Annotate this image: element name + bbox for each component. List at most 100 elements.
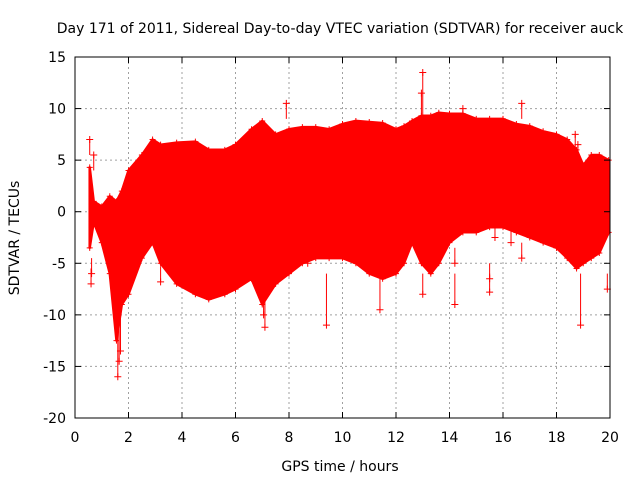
data-point bbox=[272, 280, 279, 287]
data-point bbox=[272, 131, 279, 138]
outlier-point bbox=[277, 270, 285, 278]
data-point bbox=[157, 141, 164, 148]
data-point bbox=[106, 193, 113, 200]
data-point bbox=[553, 131, 560, 138]
data-point bbox=[312, 255, 319, 262]
data-point bbox=[418, 260, 425, 267]
data-point bbox=[312, 124, 319, 131]
outlier-point bbox=[86, 136, 94, 144]
data-point bbox=[596, 249, 603, 256]
outlier-point bbox=[491, 234, 499, 241]
x-tick-label: 0 bbox=[71, 430, 80, 446]
outlier-point bbox=[451, 259, 459, 267]
data-point bbox=[486, 224, 493, 231]
outlier-point bbox=[518, 254, 526, 262]
data-point bbox=[138, 151, 145, 158]
data-point bbox=[232, 141, 239, 148]
x-axis: 0 2 4 6 8 10 12 14 16 18 20 bbox=[71, 57, 619, 446]
data-point bbox=[326, 126, 333, 133]
data-point bbox=[192, 138, 199, 145]
y-tick-label: 15 bbox=[48, 50, 66, 66]
x-tick-label: 4 bbox=[178, 430, 187, 446]
data-point bbox=[435, 109, 442, 116]
data-point bbox=[248, 126, 255, 133]
x-tick-label: 6 bbox=[231, 430, 240, 446]
x-tick-label: 8 bbox=[285, 430, 294, 446]
chart-title: Day 171 of 2011, Sidereal Day-to-day VTE… bbox=[57, 21, 624, 37]
data-point bbox=[500, 115, 506, 122]
data-point bbox=[286, 126, 292, 133]
outlier-point bbox=[486, 288, 494, 296]
data-point bbox=[221, 291, 228, 298]
x-tick-label: 10 bbox=[334, 430, 352, 446]
x-tick-label: 14 bbox=[441, 430, 459, 446]
data-point bbox=[486, 115, 493, 122]
data-point bbox=[553, 244, 560, 251]
data-point bbox=[98, 239, 105, 246]
data-point bbox=[90, 198, 97, 205]
data-point bbox=[113, 337, 120, 344]
y-tick-label: -15 bbox=[43, 359, 66, 375]
x-tick-label: 12 bbox=[387, 430, 405, 446]
data-point bbox=[259, 301, 266, 308]
outlier-point bbox=[518, 99, 526, 107]
outlier-point bbox=[451, 301, 459, 309]
data-point bbox=[232, 286, 239, 293]
data-point bbox=[379, 120, 386, 127]
outlier-point bbox=[261, 323, 269, 331]
outlier-point bbox=[419, 290, 427, 298]
x-tick-label: 20 bbox=[601, 430, 619, 446]
outlier-point bbox=[304, 259, 312, 267]
outlier-point bbox=[322, 321, 330, 329]
data-point bbox=[526, 123, 533, 130]
data-point bbox=[564, 136, 571, 143]
data-point bbox=[248, 275, 255, 282]
outlier-point bbox=[90, 151, 98, 159]
data-point bbox=[221, 146, 228, 153]
x-tick-label: 16 bbox=[494, 430, 512, 446]
data-point bbox=[573, 265, 580, 272]
data-point bbox=[540, 239, 547, 246]
data-point bbox=[125, 291, 132, 298]
data-point bbox=[401, 260, 408, 267]
data-point bbox=[540, 128, 547, 135]
outlier-point bbox=[507, 239, 515, 247]
data-point bbox=[118, 188, 125, 195]
plot-area bbox=[86, 68, 612, 381]
data-point bbox=[98, 203, 105, 210]
y-tick-label: 10 bbox=[48, 102, 66, 118]
outlier-point bbox=[419, 68, 427, 76]
data-point bbox=[526, 234, 533, 241]
data-point bbox=[352, 117, 359, 124]
data-point bbox=[138, 255, 145, 262]
data-point bbox=[393, 270, 399, 277]
data-point bbox=[173, 280, 180, 287]
data-point bbox=[427, 270, 434, 277]
data-point bbox=[446, 239, 453, 246]
data-point bbox=[192, 291, 199, 298]
data-point bbox=[379, 275, 386, 282]
outlier-point bbox=[116, 347, 124, 355]
data-point bbox=[205, 296, 212, 303]
data-point bbox=[401, 123, 408, 130]
outlier-point bbox=[417, 89, 425, 97]
x-tick-label: 18 bbox=[548, 430, 566, 446]
outlier-point bbox=[157, 278, 165, 286]
data-point bbox=[409, 239, 416, 246]
data-point bbox=[580, 260, 587, 267]
outlier-point bbox=[574, 141, 582, 149]
x-tick-label: 2 bbox=[124, 430, 133, 446]
data-point bbox=[596, 151, 603, 158]
data-point bbox=[259, 117, 266, 124]
data-point bbox=[113, 198, 120, 205]
y-axis-title: SDTVAR / TECUs bbox=[7, 181, 23, 296]
x-axis-title: GPS time / hours bbox=[281, 459, 398, 475]
outlier-point bbox=[577, 321, 585, 329]
y-tick-label: 5 bbox=[57, 153, 66, 169]
y-tick-label: -20 bbox=[43, 411, 66, 427]
data-point bbox=[366, 270, 373, 277]
data-point bbox=[513, 121, 520, 128]
data-point bbox=[286, 270, 292, 277]
data-band bbox=[88, 111, 610, 342]
data-point bbox=[157, 260, 164, 267]
